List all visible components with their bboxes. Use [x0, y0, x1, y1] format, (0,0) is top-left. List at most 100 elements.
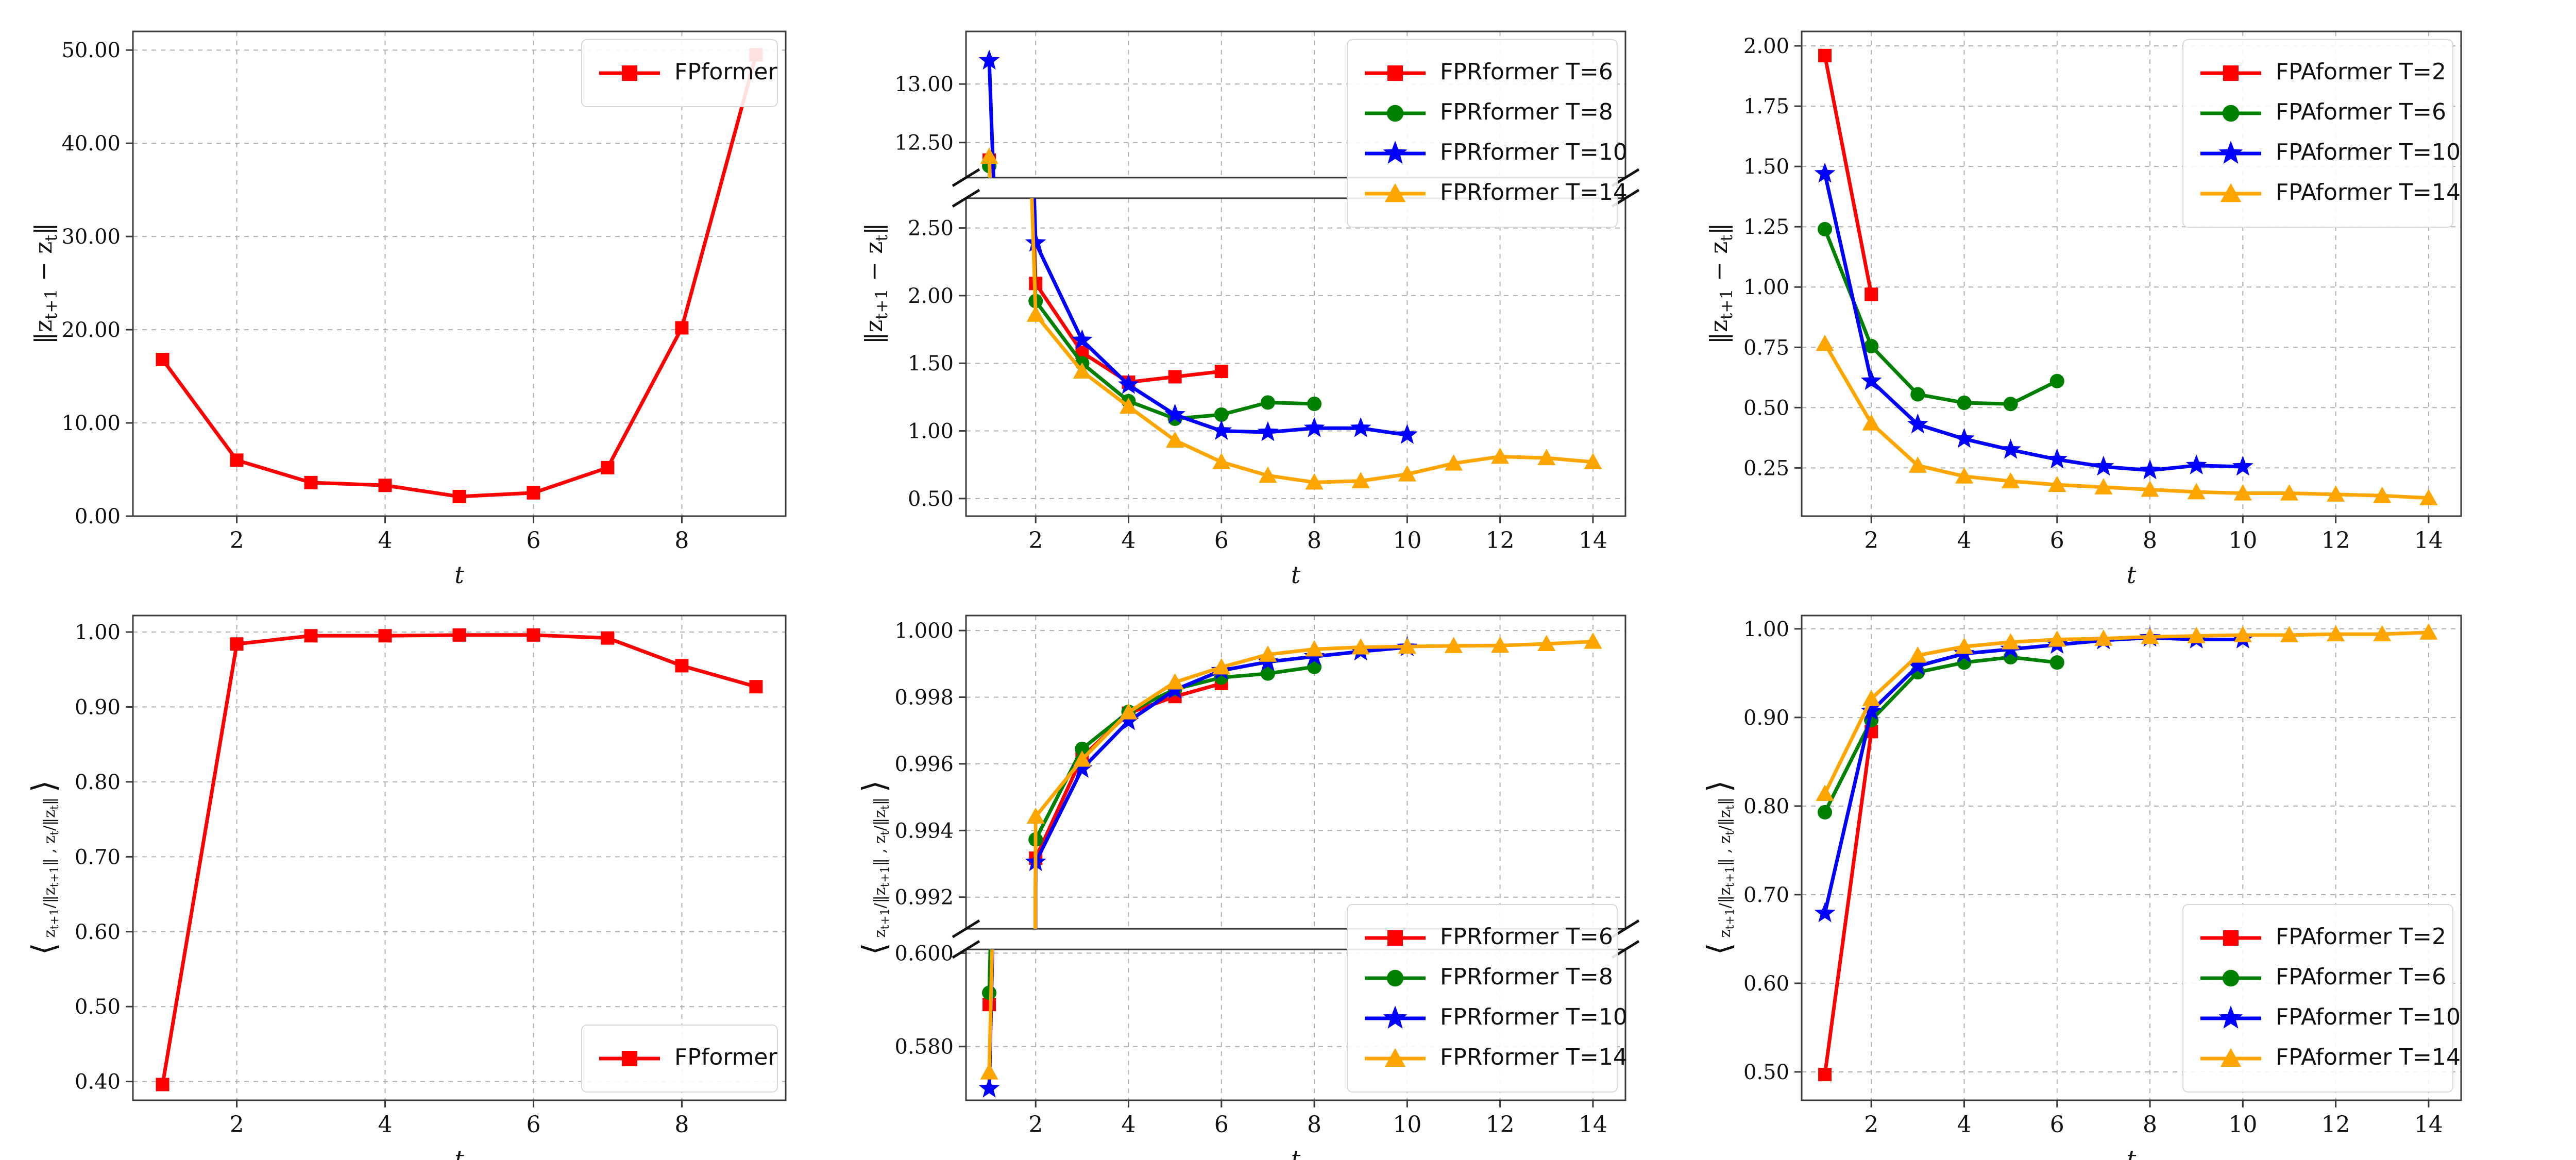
x-tick-label: 8 [1307, 527, 1321, 554]
grid [133, 31, 786, 517]
data-point-circle [982, 985, 997, 1000]
data-point-star [1303, 645, 1325, 666]
data-point-square [1818, 48, 1832, 62]
legend-item[interactable]: FPRformer T=10 [1365, 139, 1628, 165]
legend-box [2182, 39, 2453, 228]
legend-label: FPAformer T=2 [2276, 924, 2446, 950]
legend-item[interactable]: FPRformer T=14 [1365, 179, 1628, 206]
axis-labels: t ‖zt+1 − zt‖ [29, 223, 464, 589]
legend[interactable]: FPRformer T=6 FPRformer T=8 FPRformer T=10… [1347, 39, 1628, 228]
x-tick-label: 4 [1957, 527, 1971, 554]
legend-item[interactable]: FPRformer T=14 [1365, 1044, 1628, 1070]
legend-item[interactable]: FPAformer T=6 [2200, 964, 2446, 990]
data-point-circle [1818, 805, 1833, 820]
y-tick-label: 0.90 [1743, 706, 1789, 730]
y-tick-label: 0.998 [894, 686, 954, 710]
legend-item[interactable]: FPRformer T=6 [1365, 59, 1613, 85]
plot-frame [965, 615, 1626, 930]
x-tick-label: 14 [1579, 1112, 1607, 1138]
series-line [1823, 227, 2059, 406]
axis-labels: t ‖zt+1 − zt‖ [860, 223, 1301, 589]
legend-label: FPAformer T=2 [2276, 59, 2446, 85]
data-point-triangle [2233, 626, 2252, 642]
legend-item[interactable]: FPAformer T=10 [2200, 139, 2461, 165]
legend-item[interactable]: FPAformer T=6 [2200, 99, 2446, 125]
data-point-circle [2049, 655, 2064, 670]
data-point-triangle [1166, 673, 1184, 690]
legend-item[interactable]: FPAformer T=14 [2200, 1044, 2461, 1070]
legend[interactable]: FPAformer T=2 FPAformer T=6 FPAformer T=10… [2182, 39, 2461, 228]
axis-break-mark [952, 168, 980, 187]
y-axis-label: ‖zt+1 − zt‖ [860, 223, 891, 344]
data-point-star [2232, 455, 2253, 476]
series-segment [1818, 725, 1878, 1082]
series-segment [1026, 198, 1602, 490]
x-tick-label: 4 [1121, 1112, 1136, 1138]
legend[interactable]: FPformer [581, 1025, 778, 1093]
plot-frame [965, 197, 1626, 517]
legend[interactable]: FPRformer T=6 FPRformer T=8 FPRformer T=10… [1347, 904, 1628, 1093]
data-point-triangle [1351, 638, 1370, 655]
y-axis-label: ⟨ zt+1/‖zt+1‖ , zt/‖zt‖ ⟩ [855, 780, 893, 955]
data-point-triangle [2141, 627, 2159, 644]
data-point-circle [1957, 395, 1972, 411]
data-point-circle [1957, 655, 1972, 670]
data-point-circle [1121, 394, 1136, 408]
x-tick-label: 6 [1214, 527, 1229, 554]
series-segment [1814, 162, 2253, 480]
data-point-square [675, 321, 689, 335]
legend-item[interactable]: FPRformer T=8 [1365, 964, 1613, 990]
legend[interactable]: FPformer [581, 39, 778, 107]
series-segment [156, 628, 763, 1091]
x-tick-label: 4 [1121, 527, 1136, 554]
data-point-triangle [1259, 645, 1277, 662]
series-segment [1028, 198, 1322, 426]
data-point-star [1164, 678, 1186, 699]
data-point-square [156, 1078, 170, 1091]
legend-label: FPRformer T=14 [1440, 1044, 1628, 1070]
legend-item[interactable]: FPAformer T=2 [2200, 59, 2446, 85]
legend-label: FPAformer T=6 [2276, 99, 2446, 125]
x-tick-label: 14 [1579, 527, 1607, 554]
data-point-circle [1864, 338, 1879, 353]
legend[interactable]: FPAformer T=2 FPAformer T=6 FPAformer T=10… [2182, 904, 2461, 1093]
y-tick-label: 1.00 [75, 621, 121, 644]
series-fprformer-t-6 [982, 676, 1228, 1012]
data-point-triangle [2187, 483, 2206, 500]
data-point-circle [1121, 704, 1136, 720]
legend-item[interactable]: FPAformer T=2 [2200, 924, 2446, 950]
legend-marker-triangle [2220, 183, 2242, 202]
data-point-triangle [1351, 472, 1370, 488]
legend-item[interactable]: FPRformer T=10 [1365, 1004, 1628, 1030]
legend-label: FPRformer T=14 [1440, 179, 1628, 206]
legend-item[interactable]: FPAformer T=14 [2200, 179, 2461, 206]
legend-item[interactable]: FPformer [599, 59, 778, 85]
series-line [987, 949, 994, 1074]
data-point-circle [1075, 741, 1090, 756]
data-point-circle [1910, 387, 1925, 402]
legend-item[interactable]: FPRformer T=8 [1365, 99, 1613, 125]
legend-item[interactable]: FPRformer T=6 [1365, 924, 1613, 950]
x-tick-label: 2 [1864, 527, 1878, 554]
axis-break-mark [952, 940, 980, 959]
y-tick-label: 0.994 [894, 819, 954, 843]
data-series-group [156, 48, 763, 503]
x-tick-label: 12 [2321, 1112, 2350, 1138]
data-point-triangle [2280, 484, 2299, 501]
x-axis-label: t [1291, 561, 1301, 589]
data-point-star [2093, 455, 2114, 476]
series-fpformer [156, 628, 763, 1091]
series-line [1033, 645, 1409, 929]
series-segment [980, 949, 998, 1080]
legend-item[interactable]: FPAformer T=10 [2200, 1004, 2461, 1030]
series-segment [1814, 626, 2253, 923]
series-line [987, 164, 992, 178]
series-segment [156, 48, 763, 503]
legend-item[interactable]: FPformer [599, 1044, 778, 1070]
data-point-square [1122, 706, 1136, 720]
grid [1802, 31, 2461, 516]
data-point-square [982, 153, 996, 167]
legend-marker-square [2223, 65, 2239, 81]
